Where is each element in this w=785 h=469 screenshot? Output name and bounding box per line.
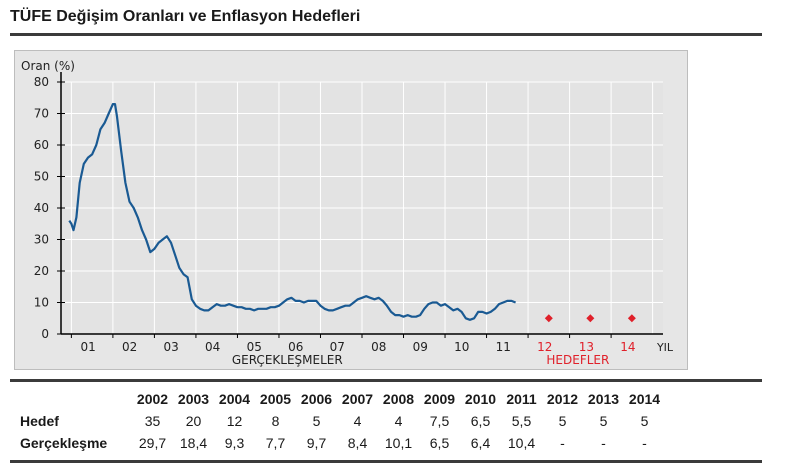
table-top-divider: [10, 379, 762, 382]
target-point: [544, 314, 553, 323]
year-header: 2004: [218, 391, 251, 407]
x-tick-label: 06: [288, 340, 303, 354]
realized-group-label: GERÇEKLEŞMELER: [232, 353, 343, 367]
x-tick-label: 02: [122, 340, 137, 354]
table-row: Hedef 35 20 12 8 5 4 4 7,5 6,5 5,5 5 5 5: [20, 410, 665, 432]
y-tick-label: 50: [34, 170, 49, 184]
table-cell: 4: [353, 413, 362, 429]
y-tick-label: 0: [41, 327, 49, 341]
x-tick-label: 09: [413, 340, 428, 354]
table-cell: 6,5: [470, 413, 491, 429]
y-axis-label: Oran (%): [21, 59, 75, 73]
y-tick-label: 80: [34, 75, 49, 89]
table-body: Hedef 35 20 12 8 5 4 4 7,5 6,5 5,5 5 5 5 Gerçekleşme 29…: [20, 410, 665, 454]
year-header: 2014: [628, 391, 661, 407]
y-tick-label: 20: [34, 264, 49, 278]
page-title: TÜFE Değişim Oranları ve Enflasyon Hedef…: [10, 8, 361, 25]
target-vs-realized-table: 2002 2003 2004 2005 2006 2007 2008 2009 2010 2011…: [20, 388, 665, 454]
targets-group-label: HEDEFLER: [546, 353, 609, 367]
table-cell: 8: [271, 413, 280, 429]
year-header: 2013: [587, 391, 620, 407]
year-header: 2011: [506, 391, 537, 407]
table-corner: [20, 388, 132, 410]
tufe-line-chart: 0 10 20 30 40 50 60 70 80 Oran (%) 01 02 03 04 05 06 07 0…: [21, 59, 674, 367]
table-cell: 12: [226, 413, 243, 429]
target-point: [627, 314, 636, 323]
x-tick-label: 11: [496, 340, 511, 354]
table-cell: -: [642, 435, 647, 451]
table-cell: 5: [312, 413, 321, 429]
table-cell: 18,4: [179, 435, 208, 451]
year-header: 2003: [177, 391, 210, 407]
table-cell: -: [560, 435, 565, 451]
table-cell: 5: [640, 413, 649, 429]
year-header: 2007: [341, 391, 374, 407]
year-header: 2008: [382, 391, 415, 407]
y-tick-label: 40: [34, 201, 49, 215]
x-tick-label: 08: [371, 340, 386, 354]
table-cell: -: [601, 435, 606, 451]
year-header: 2005: [259, 391, 292, 407]
table-cell: 4: [394, 413, 403, 429]
chart-panel: 0 10 20 30 40 50 60 70 80 Oran (%) 01 02 03 04 05 06 07 0…: [14, 50, 688, 370]
x-axis-label: YIL: [656, 341, 674, 354]
y-tick-label: 10: [34, 296, 49, 310]
table-cell: 8,4: [347, 435, 368, 451]
year-header: 2002: [136, 391, 169, 407]
x-tick-label: 10: [454, 340, 469, 354]
table-cell: 9,7: [306, 435, 327, 451]
x-tick-label: 05: [247, 340, 262, 354]
y-tick-label: 70: [34, 107, 49, 121]
year-header: 2010: [464, 391, 497, 407]
y-tick-label: 60: [34, 138, 49, 152]
year-header: 2009: [423, 391, 456, 407]
table-bottom-divider: [10, 460, 762, 463]
table-cell: 9,3: [224, 435, 245, 451]
table-cell: 10,4: [507, 435, 536, 451]
table-cell: 35: [144, 413, 161, 429]
x-tick-label: 13: [579, 340, 594, 354]
table-cell: 5,5: [511, 413, 532, 429]
table-cell: 6,4: [470, 435, 491, 451]
x-tick-label: 12: [537, 340, 552, 354]
table-cell: 29,7: [138, 435, 167, 451]
x-tick-label: 01: [80, 340, 95, 354]
x-tick-label: 14: [620, 340, 635, 354]
series-line-realized: [68, 102, 516, 321]
y-tick-label: 30: [34, 233, 49, 247]
table-cell: 7,5: [429, 413, 450, 429]
x-tick-label: 04: [205, 340, 220, 354]
year-header: 2012: [546, 391, 579, 407]
table-row: Gerçekleşme 29,7 18,4 9,3 7,7 9,7 8,4 10,1 6,5 6,…: [20, 432, 665, 454]
table-cell: 10,1: [384, 435, 413, 451]
target-point: [586, 314, 595, 323]
row-label: Gerçekleşme: [20, 435, 108, 451]
x-tick-label: 03: [164, 340, 179, 354]
x-tick-label: 07: [330, 340, 345, 354]
table-cell: 6,5: [429, 435, 450, 451]
table-header-row: 2002 2003 2004 2005 2006 2007 2008 2009 2010 2011…: [20, 388, 665, 410]
table-cell: 7,7: [265, 435, 286, 451]
table-cell: 5: [558, 413, 567, 429]
table-cell: 20: [185, 413, 202, 429]
title-divider: [10, 33, 762, 36]
year-header: 2006: [300, 391, 333, 407]
row-label: Hedef: [20, 413, 59, 429]
table-cell: 5: [599, 413, 608, 429]
